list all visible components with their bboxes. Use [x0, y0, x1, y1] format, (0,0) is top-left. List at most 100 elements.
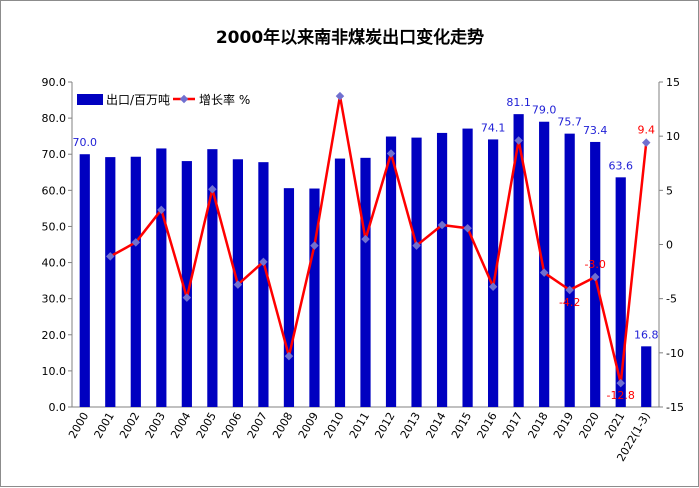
y-left-tick-label: 80.0 — [42, 112, 67, 125]
bar — [360, 157, 371, 407]
bar — [130, 156, 141, 407]
x-tick-label: 2018 — [525, 410, 550, 441]
growth-marker — [284, 351, 294, 361]
x-tick-label: 2014 — [423, 410, 448, 441]
x-tick-label: 2010 — [321, 410, 346, 441]
bar-value-label: 16.8 — [634, 328, 659, 341]
bar — [615, 177, 626, 407]
legend-bar-swatch — [77, 94, 103, 105]
growth-marker — [437, 220, 447, 230]
growth-marker — [157, 205, 166, 215]
x-tick-label: 2005 — [194, 410, 219, 441]
y-left-tick-label: 50.0 — [42, 220, 67, 233]
bar — [258, 162, 269, 407]
x-tick-label: 2008 — [270, 410, 295, 441]
growth-marker — [310, 241, 319, 250]
bar — [564, 133, 575, 407]
rate-value-label: -3.0 — [584, 258, 605, 271]
y-left-tick-label: 10.0 — [42, 365, 67, 378]
bar-value-label: 81.1 — [506, 96, 531, 109]
x-tick-label: 2009 — [296, 410, 321, 441]
chart-title: 2000年以来南非煤炭出口变化走势 — [216, 27, 484, 48]
bar-value-label: 75.7 — [557, 116, 582, 129]
bar — [79, 154, 90, 407]
x-tick-label: 2020 — [577, 410, 602, 441]
plot-area: 0.0 10.0 20.0 30.0 40.0 50.0 60.0 70.0 80.0 90.0 -… — [42, 76, 684, 464]
y-left-tick-label: 20.0 — [42, 329, 67, 342]
growth-marker — [131, 238, 141, 247]
bar-value-label: 79.0 — [532, 104, 557, 117]
x-tick-label: 2012 — [372, 410, 397, 441]
growth-marker — [361, 234, 370, 244]
bar — [105, 157, 116, 407]
x-tick-label: 2006 — [219, 410, 244, 441]
legend: 出口/百万吨 增长率 % — [77, 92, 250, 107]
y-left-tick-label: 90.0 — [42, 76, 67, 89]
bar — [641, 346, 652, 407]
growth-line — [109, 94, 648, 385]
bar — [181, 161, 192, 407]
growth-marker — [641, 138, 651, 147]
bar-value-label: 70.0 — [73, 136, 98, 149]
bar — [411, 137, 422, 407]
bar — [539, 121, 550, 407]
x-tick-label: 2016 — [474, 410, 499, 441]
legend-line-marker — [179, 94, 189, 104]
growth-marker — [106, 252, 115, 261]
legend-bar-label: 出口/百万吨 — [106, 93, 170, 107]
x-tick-label: 2007 — [245, 410, 270, 441]
growth-marker — [539, 268, 549, 277]
y-left-tick-label: 70.0 — [42, 148, 67, 161]
bar — [283, 188, 295, 407]
growth-marker — [488, 282, 498, 291]
x-tick-label: 2019 — [551, 410, 576, 441]
x-tick-label: 2021 — [602, 410, 627, 441]
y-left-tick-label: 30.0 — [42, 293, 67, 306]
y-right-tick-label: 10 — [666, 130, 680, 143]
growth-marker — [335, 91, 345, 101]
bar — [156, 148, 167, 407]
bar — [385, 136, 397, 407]
y-left-tick-label: 0.0 — [49, 401, 67, 414]
growth-marker — [208, 185, 217, 194]
legend-line-label: 增长率 % — [199, 92, 250, 107]
x-tick-label: 2017 — [500, 410, 525, 441]
bar — [513, 114, 524, 407]
bar — [488, 139, 499, 407]
y-right-tick-label: 5 — [666, 184, 673, 197]
bar — [309, 188, 320, 407]
y-right-tick-label: -10 — [666, 347, 684, 360]
y-right-tick-label: 15 — [666, 76, 680, 89]
bar — [207, 149, 218, 407]
growth-marker — [386, 149, 396, 158]
bar-value-label: 73.4 — [583, 124, 608, 137]
growth-marker — [259, 257, 268, 267]
growth-marker — [590, 272, 600, 282]
rate-value-label: -4.2 — [559, 296, 580, 309]
x-tick-label: 2000 — [66, 410, 91, 441]
x-tick-label: 2002 — [117, 410, 142, 441]
y-left-tick-label: 40.0 — [42, 257, 67, 270]
bar — [334, 158, 346, 407]
growth-marker — [616, 378, 625, 388]
x-tick-label: 2004 — [168, 410, 193, 441]
x-tick-label: 2015 — [449, 410, 474, 441]
growth-marker — [565, 285, 574, 295]
bar — [462, 128, 473, 407]
x-tick-label: 2013 — [398, 410, 423, 441]
growth-marker — [182, 293, 192, 302]
growth-marker — [233, 280, 243, 289]
bar-value-label: 74.1 — [481, 121, 506, 134]
bar-value-label: 63.6 — [608, 159, 633, 172]
bar — [436, 132, 448, 407]
x-tick-label: 2003 — [143, 410, 168, 441]
x-tick-label: 2001 — [92, 410, 117, 441]
y-right-tick-label: -5 — [666, 293, 677, 306]
y-right-tick-label: -15 — [666, 401, 684, 414]
rate-value-label: 9.4 — [637, 124, 655, 137]
rate-value-label: -12.8 — [606, 389, 634, 402]
x-tick-label: 2011 — [347, 410, 372, 441]
growth-marker — [463, 224, 472, 233]
